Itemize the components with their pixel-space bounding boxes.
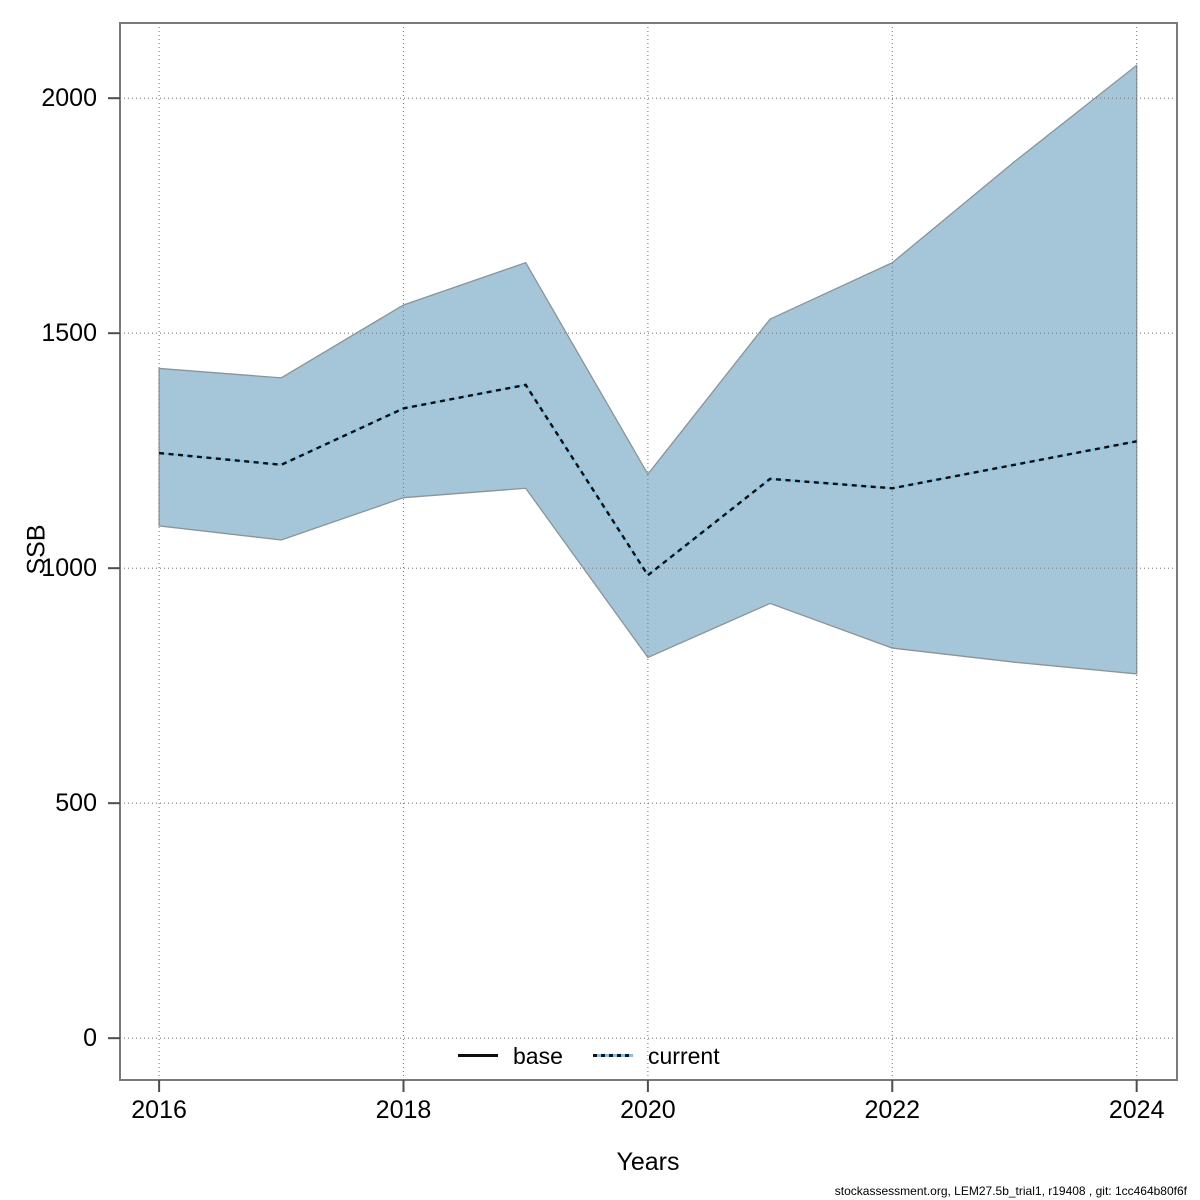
confidence-band [158, 63, 1138, 675]
gridlines [120, 23, 1177, 1080]
x-tick-label: 2020 [620, 1096, 676, 1124]
legend-current-label: current [648, 1043, 720, 1069]
y-tick-label: 1000 [41, 554, 97, 583]
y-axis-title: SSB [22, 524, 51, 575]
y-tick-label: 2000 [41, 84, 97, 113]
x-tick-label: 2018 [375, 1096, 432, 1124]
x-axis-title: Years [616, 1148, 680, 1176]
x-tick-label: 2024 [1108, 1096, 1165, 1124]
axis-ticks [108, 97, 1138, 1092]
footer-text: stockassessment.org, LEM27.5b_trial1, r1… [834, 1184, 1187, 1198]
legend-base-line-swatch [458, 1054, 498, 1057]
x-tick-label: 2022 [864, 1096, 921, 1124]
y-tick-label: 500 [55, 789, 97, 818]
y-tick-label: 1500 [41, 319, 97, 348]
y-tick-label: 0 [83, 1024, 97, 1053]
current-line [158, 383, 1137, 577]
legend-base-label: base [513, 1043, 563, 1069]
x-tick-label: 2016 [131, 1096, 187, 1124]
legend-current-line-swatch [593, 1054, 633, 1057]
